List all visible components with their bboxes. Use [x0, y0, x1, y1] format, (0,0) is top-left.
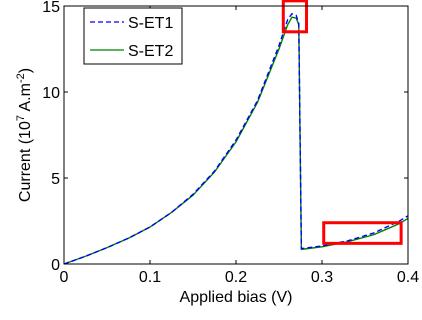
y-label-prefix: Current (10: [17, 121, 34, 202]
highlight-box-2: [322, 221, 403, 245]
legend-box: [83, 7, 183, 65]
highlight-box-1: [281, 0, 309, 34]
y-label-exp1: 7: [15, 115, 27, 121]
x-tick-label: 0.4: [397, 269, 419, 286]
y-tick-label: 10: [42, 85, 60, 102]
x-axis-label: Applied bias (V): [180, 289, 293, 306]
y-tick-label: 0: [51, 257, 60, 274]
x-tick-label: 0.1: [139, 269, 161, 286]
y-label-exp2: -2: [15, 73, 27, 83]
annotation-layer: [281, 0, 403, 245]
y-tick-label: 5: [51, 171, 60, 188]
legend-label-s-et2: S-ET2: [128, 43, 173, 60]
y-tick-label: 15: [42, 0, 60, 16]
x-tick-label: 0.3: [311, 269, 333, 286]
legend-label-s-et1: S-ET1: [128, 15, 173, 32]
x-tick-label: 0.2: [225, 269, 247, 286]
tick-layer: 0 0.1 0.2 0.3 0.4 0 5 10 15: [42, 0, 419, 286]
y-axis-label: Current (107 A.m-2): [15, 68, 34, 202]
y-label-mid: A.m: [17, 83, 34, 115]
x-tick-label: 0: [60, 269, 69, 286]
y-label-suffix: ): [17, 68, 34, 73]
legend: S-ET1 S-ET2: [83, 7, 183, 65]
